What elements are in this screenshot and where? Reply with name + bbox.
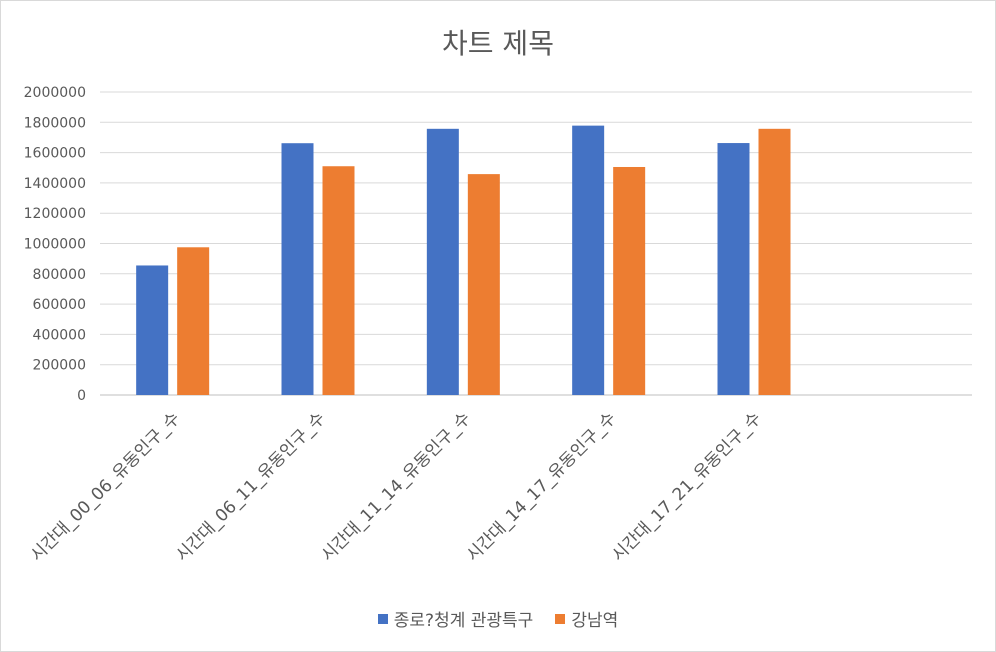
bar-series-1 [281, 143, 314, 395]
x-tick-label: 시간대_14_17_유동인구_수 [463, 408, 620, 565]
y-tick-label: 1800000 [24, 115, 86, 131]
bar-series-1 [426, 128, 459, 395]
y-tick-label: 800000 [33, 267, 86, 283]
y-tick-label: 2000000 [24, 85, 86, 101]
bar-series-1 [717, 143, 750, 395]
bar-series-2 [322, 166, 355, 395]
bar-series-2 [758, 128, 791, 395]
legend-item-series-2: 강남역 [555, 606, 618, 631]
y-tick-label: 1400000 [24, 176, 86, 192]
y-tick-label: 200000 [33, 358, 86, 374]
legend-item-series-1: 종로?청계 관광특구 [377, 606, 534, 631]
legend-swatch-series-2 [555, 613, 566, 624]
y-tick-label: 600000 [33, 297, 86, 313]
y-tick-label: 1200000 [24, 206, 86, 222]
legend-label-series-2: 강남역 [571, 611, 619, 631]
y-tick-label: 0 [77, 388, 86, 404]
x-tick-label: 시간대_17_21_유동인구_수 [608, 408, 765, 565]
bar-series-2 [467, 174, 500, 395]
bar-series-2 [613, 166, 646, 395]
chart-title: 차트 제목 [442, 27, 554, 60]
x-tick-label: 시간대_06_11_유동인구_수 [172, 408, 329, 565]
bar-series-1 [572, 125, 605, 396]
legend-swatch-series-1 [377, 613, 388, 624]
legend-label-series-1: 종로?청계 관광특구 [393, 611, 534, 631]
bar-series-1 [136, 265, 169, 395]
legend: 종로?청계 관광특구 강남역 [0, 606, 996, 631]
y-tick-label: 1000000 [24, 237, 86, 253]
y-tick-label: 1600000 [24, 146, 86, 162]
bar-series-2 [177, 247, 210, 395]
y-tick-label: 400000 [33, 327, 86, 343]
x-tick-label: 시간대_00_06_유동인구_수 [27, 408, 184, 565]
x-tick-label: 시간대_11_14_유동인구_수 [318, 408, 475, 565]
